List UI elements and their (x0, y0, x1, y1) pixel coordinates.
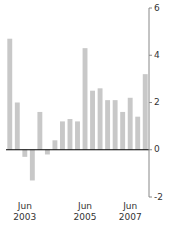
bar (83, 48, 88, 150)
tick (149, 8, 152, 9)
tick (149, 149, 152, 150)
bar (52, 140, 57, 149)
bar (30, 150, 35, 181)
bar (22, 150, 27, 157)
y-axis: -2 0 2 4 6 (149, 3, 163, 202)
chart: -2 0 2 4 6 Jun2003 Jun2005 Jun2007 (0, 0, 173, 229)
bar (98, 88, 103, 149)
tick-label: 4 (154, 50, 160, 60)
tick-label: -2 (154, 192, 163, 202)
tick-label: Jun2005 (74, 201, 97, 222)
bar (68, 119, 73, 150)
bar (75, 121, 80, 149)
bar (143, 74, 148, 150)
tick-label: 6 (154, 3, 160, 13)
tick-label: Jun2007 (119, 201, 142, 222)
zero-line (6, 149, 149, 150)
tick-label: Jun2003 (13, 201, 36, 222)
bar (37, 112, 42, 150)
chart-container: -2 0 2 4 6 Jun2003 Jun2005 Jun2007 (0, 0, 173, 229)
bar (60, 121, 65, 149)
tick (149, 55, 152, 56)
bar (128, 98, 133, 150)
bar (120, 112, 125, 150)
bar (90, 91, 95, 150)
x-axis: Jun2003 Jun2005 Jun2007 (13, 201, 141, 222)
bar (135, 117, 140, 150)
tick (149, 197, 152, 198)
bars (7, 39, 147, 181)
bar (105, 100, 110, 150)
bar (7, 39, 12, 150)
tick-label: 0 (154, 144, 160, 154)
bar (15, 103, 20, 150)
tick (149, 102, 152, 103)
bar (45, 150, 50, 155)
bar (113, 100, 118, 150)
tick-label: 2 (154, 97, 160, 107)
